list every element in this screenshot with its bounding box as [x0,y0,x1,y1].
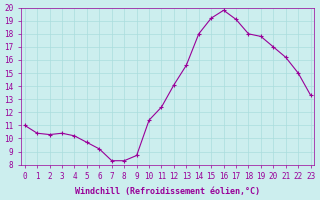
X-axis label: Windchill (Refroidissement éolien,°C): Windchill (Refroidissement éolien,°C) [75,187,260,196]
